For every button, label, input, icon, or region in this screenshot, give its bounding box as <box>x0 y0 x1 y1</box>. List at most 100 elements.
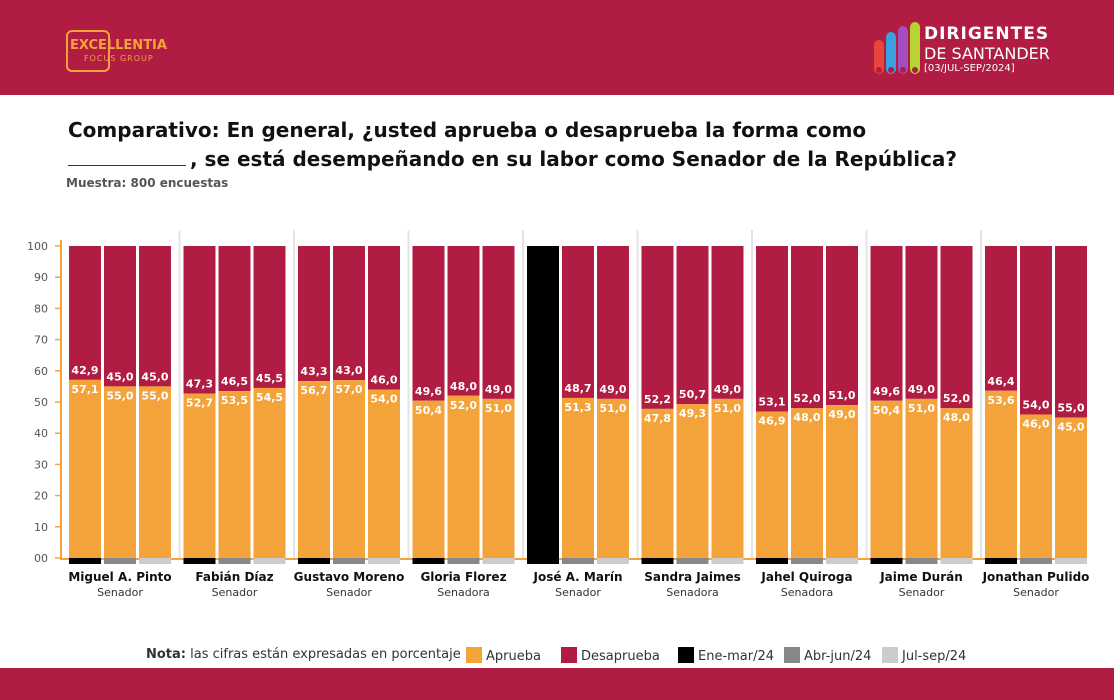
label-disapprove: 49,6 <box>415 385 442 398</box>
header-bar <box>0 0 1114 95</box>
legend-p2-label: Abr-jun/24 <box>804 649 872 664</box>
label-disapprove: 52,0 <box>793 392 820 405</box>
label-approve: 49,0 <box>828 408 855 421</box>
period-marker <box>183 558 216 564</box>
label-disapprove: 45,0 <box>141 370 168 383</box>
legend-p2: Abr-jun/24 <box>784 647 871 664</box>
bar-disapprove <box>756 246 788 412</box>
bar-disapprove <box>218 246 251 392</box>
bar-approve <box>333 380 365 558</box>
candidate-name: Sandra Jaimes <box>644 570 741 584</box>
period-marker <box>676 558 709 564</box>
candidate-name: Jaime Durán <box>879 570 963 584</box>
logo-title: DIRIGENTES <box>924 24 1050 44</box>
bar-disapprove <box>1055 246 1087 418</box>
chart-title: Comparativo: En general, ¿usted aprueba … <box>68 116 1078 174</box>
period-marker <box>69 558 101 564</box>
bar-disapprove <box>253 246 286 388</box>
approve-swatch <box>466 647 482 663</box>
bar-approve <box>183 393 216 558</box>
label-approve: 47,8 <box>644 412 671 425</box>
candidate-role: Senador <box>326 586 372 599</box>
period-marker <box>905 558 938 564</box>
bar-disapprove <box>641 246 674 409</box>
period-marker <box>870 558 903 564</box>
bar-disapprove <box>368 246 400 390</box>
bar-disapprove <box>482 246 515 399</box>
footer-bar <box>0 668 1114 700</box>
candidate-name: Jonathan Pulido <box>982 570 1090 584</box>
bar-approve <box>905 398 938 558</box>
logo-line2: FOCUS GROUP <box>84 54 154 63</box>
period-marker <box>139 558 171 564</box>
label-approve: 49,3 <box>679 407 706 420</box>
label-approve: 50,4 <box>873 404 900 417</box>
label-disapprove: 50,7 <box>679 388 706 401</box>
y-tick-label: 30 <box>34 458 48 471</box>
disapprove-swatch <box>561 647 577 663</box>
candidate-role: Senador <box>1013 586 1059 599</box>
y-tick-label: 100 <box>27 240 48 253</box>
candidate-name: Miguel A. Pinto <box>68 570 171 584</box>
candidate-name: Fabián Díaz <box>195 570 273 584</box>
bar-disapprove <box>676 246 709 405</box>
period-marker <box>826 558 858 564</box>
candidate-role: Senador <box>97 586 143 599</box>
bar-approve <box>985 390 1017 558</box>
bar-disapprove <box>940 246 973 409</box>
y-tick-label: 50 <box>34 396 48 409</box>
period-marker <box>1055 558 1087 564</box>
title-line2: , se está desempeñando en su labor como … <box>190 147 958 171</box>
bar-approve <box>756 411 788 558</box>
label-disapprove: 45,5 <box>256 372 283 385</box>
bar-no-data <box>527 246 559 558</box>
label-disapprove: 47,3 <box>186 378 213 391</box>
label-disapprove: 49,0 <box>485 383 512 396</box>
candidate-role: Senadora <box>781 586 833 599</box>
bar-disapprove <box>826 246 858 406</box>
label-disapprove: 49,0 <box>908 383 935 396</box>
bar-disapprove <box>333 246 365 381</box>
label-disapprove: 43,3 <box>300 365 327 378</box>
logo-date: [03/JUL-SEP/2024] <box>924 63 1015 74</box>
label-disapprove: 49,6 <box>873 385 900 398</box>
note-label: Nota: <box>146 647 186 662</box>
y-tick-label: 20 <box>34 490 48 503</box>
legend-p1: Ene-mar/24 <box>678 647 774 664</box>
bar-approve <box>676 404 709 558</box>
label-approve: 56,7 <box>300 384 327 397</box>
label-disapprove: 49,0 <box>599 383 626 396</box>
bar-approve <box>368 389 400 558</box>
y-tick-label: 70 <box>34 334 48 347</box>
bar-disapprove <box>298 246 330 382</box>
period-marker <box>368 558 400 564</box>
y-tick-label: 00 <box>34 552 48 565</box>
period-marker <box>711 558 744 564</box>
y-tick-label: 90 <box>34 271 48 284</box>
bar-approve <box>870 400 903 558</box>
period-marker <box>253 558 286 564</box>
period-marker <box>791 558 823 564</box>
label-disapprove: 48,7 <box>564 382 591 395</box>
candidate-role: Senador <box>555 586 601 599</box>
p2-swatch <box>784 647 800 663</box>
title-blank <box>68 151 186 166</box>
bar-disapprove <box>1020 246 1052 415</box>
label-approve: 55,0 <box>141 389 168 402</box>
bar-approve <box>940 408 973 558</box>
bar-disapprove <box>791 246 823 409</box>
period-marker <box>562 558 594 564</box>
candidate-role: Senador <box>899 586 945 599</box>
bar-approve <box>562 397 594 558</box>
legend-note: Nota: las cifras están expresadas en por… <box>146 647 461 662</box>
label-disapprove: 43,0 <box>335 364 362 377</box>
stacked-bar-chart: 00 10 20 30 40 50 60 70 80 90 100 42,9 57,1 45,0 55,0 4… <box>27 230 1090 599</box>
candidate-name: Gloria Florez <box>420 570 506 584</box>
legend-disapprove-label: Desaprueba <box>581 649 660 664</box>
logo-line1: EXCELLENTIA <box>70 38 167 53</box>
bar-approve <box>826 405 858 558</box>
bar-approve <box>139 386 171 558</box>
bar-approve <box>597 398 629 558</box>
label-approve: 57,0 <box>335 383 362 396</box>
bar-disapprove <box>447 246 480 396</box>
